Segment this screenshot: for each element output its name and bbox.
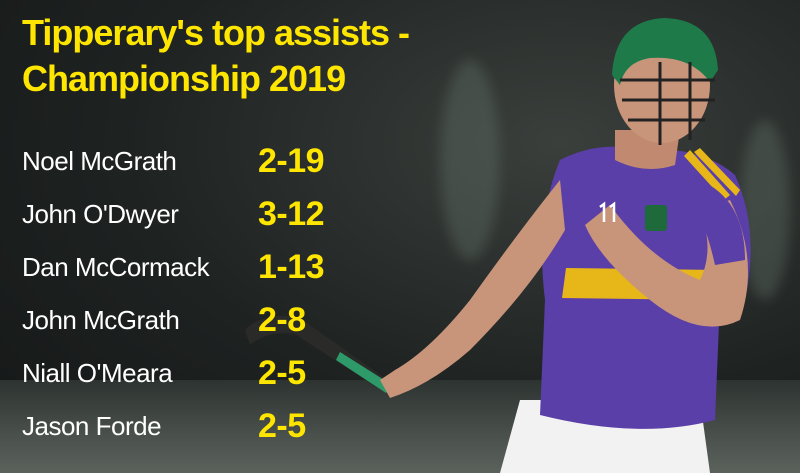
table-row: Noel McGrath 2-19 <box>22 134 362 187</box>
infographic-title: Tipperary's top assists - Championship 2… <box>22 10 582 102</box>
hurley-grip <box>336 352 392 393</box>
arm-left <box>380 180 565 398</box>
player-name: John O'Dwyer <box>22 198 179 229</box>
player-score: 3-12 <box>258 194 325 233</box>
player-name: Jason Forde <box>22 410 162 441</box>
player-score: 2-19 <box>258 141 325 180</box>
player-name: Dan McCormack <box>22 251 210 282</box>
face-guard <box>620 62 715 145</box>
table-row: Niall O'Meara 2-5 <box>22 346 362 399</box>
player-score: 1-13 <box>258 247 325 286</box>
player-score: 2-5 <box>258 353 306 392</box>
title-line-2: Championship 2019 <box>22 58 346 99</box>
table-row: John O'Dwyer 3-12 <box>22 187 362 240</box>
background-light <box>440 60 500 260</box>
player-name: John McGrath <box>22 304 180 335</box>
player-name: Noel McGrath <box>22 145 177 176</box>
crest-icon <box>645 205 667 231</box>
jersey-number <box>599 201 616 222</box>
title-line-1: Tipperary's top assists - <box>22 12 410 53</box>
jersey-stripes <box>684 148 740 200</box>
hurler-photo <box>245 18 751 473</box>
helmet-icon <box>612 18 718 85</box>
assists-table: Noel McGrath 2-19 John O'Dwyer 3-12 Dan … <box>22 134 362 452</box>
player-name: Niall O'Meara <box>22 357 173 388</box>
table-row: John McGrath 2-8 <box>22 293 362 346</box>
table-row: Jason Forde 2-5 <box>22 399 362 452</box>
table-row: Dan McCormack 1-13 <box>22 240 362 293</box>
player-score: 2-5 <box>258 406 306 445</box>
sleeve <box>690 180 745 265</box>
player-score: 2-8 <box>258 300 306 339</box>
